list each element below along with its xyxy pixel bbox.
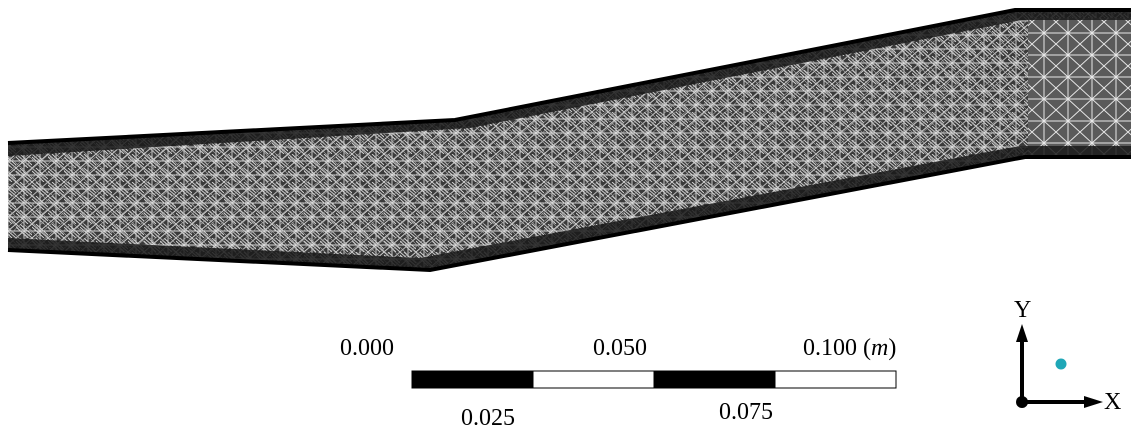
scale-segment-2 (532, 370, 655, 389)
scale-label-0: 0.000 (340, 335, 394, 361)
scale-label-100: 0.100 (m) (803, 336, 896, 360)
x-axis-label: X (1104, 389, 1122, 415)
outlet-region (1028, 18, 1131, 155)
scale-label-050: 0.050 (593, 335, 647, 361)
y-axis-arrowhead (1016, 324, 1028, 342)
scale-unit: m (871, 335, 889, 361)
upper-boundary-layer (8, 10, 1131, 156)
scale-segment-3 (653, 370, 776, 389)
scale-segment-1 (411, 370, 534, 389)
scale-label-100-value: 0.100 (803, 335, 857, 361)
scale-unit-close: ) (888, 335, 897, 361)
scale-label-025: 0.025 (461, 405, 515, 431)
scale-segment-4 (774, 370, 897, 389)
upper-wall (7, 8, 1131, 145)
mesh-body-fine (8, 10, 1131, 270)
x-axis-arrowhead (1084, 396, 1103, 408)
origin-dot (1016, 396, 1028, 408)
y-axis-label: Y (1014, 297, 1032, 323)
scale-unit-open: ( (863, 335, 871, 361)
lower-wall (7, 155, 1131, 273)
scale-label-075: 0.075 (719, 399, 773, 425)
scale-bar (411, 370, 897, 389)
z-axis-marker (1055, 358, 1067, 370)
axis-triad (1016, 324, 1103, 408)
